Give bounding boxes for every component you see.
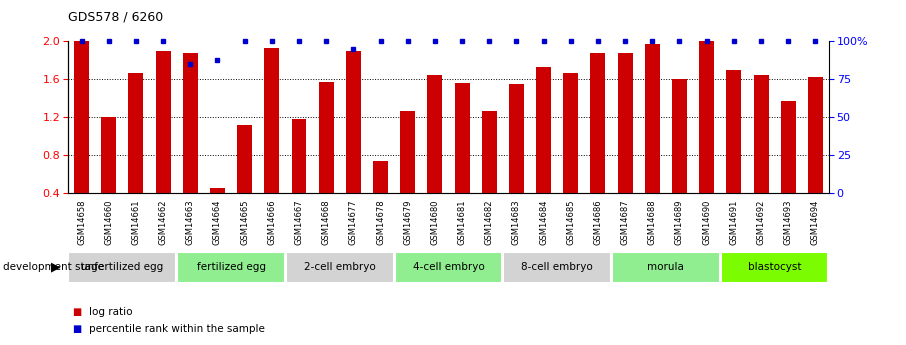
Bar xyxy=(645,44,660,231)
Text: log ratio: log ratio xyxy=(89,307,132,317)
Text: unfertilized egg: unfertilized egg xyxy=(82,263,163,272)
Bar xyxy=(292,119,306,231)
FancyBboxPatch shape xyxy=(395,252,502,283)
Bar xyxy=(101,117,116,231)
Bar xyxy=(400,111,415,231)
Bar xyxy=(482,111,496,231)
Bar xyxy=(808,77,823,231)
Text: fertilized egg: fertilized egg xyxy=(197,263,265,272)
Bar xyxy=(591,53,605,231)
Bar xyxy=(373,161,388,231)
Text: ■: ■ xyxy=(72,325,82,334)
Text: development stage: development stage xyxy=(3,263,103,272)
Bar xyxy=(618,53,632,231)
Text: 4-cell embryo: 4-cell embryo xyxy=(412,263,485,272)
FancyBboxPatch shape xyxy=(69,252,176,283)
Bar xyxy=(183,53,198,231)
FancyBboxPatch shape xyxy=(178,252,284,283)
Text: percentile rank within the sample: percentile rank within the sample xyxy=(89,325,265,334)
Bar xyxy=(129,73,143,231)
Bar xyxy=(210,188,225,231)
FancyBboxPatch shape xyxy=(504,252,611,283)
Bar xyxy=(156,51,170,231)
Text: morula: morula xyxy=(648,263,684,272)
Bar xyxy=(428,75,442,231)
FancyBboxPatch shape xyxy=(721,252,828,283)
Text: GDS578 / 6260: GDS578 / 6260 xyxy=(68,10,163,23)
Bar xyxy=(509,84,524,231)
Bar xyxy=(237,125,252,231)
Text: 2-cell embryo: 2-cell embryo xyxy=(304,263,376,272)
Bar xyxy=(319,82,333,231)
Bar xyxy=(781,101,795,231)
Bar xyxy=(727,70,741,231)
Text: 8-cell embryo: 8-cell embryo xyxy=(521,263,593,272)
Bar xyxy=(672,79,687,231)
Text: ■: ■ xyxy=(72,307,82,317)
Bar xyxy=(265,48,279,231)
Bar xyxy=(754,75,768,231)
FancyBboxPatch shape xyxy=(286,252,393,283)
Text: blastocyst: blastocyst xyxy=(747,263,802,272)
Text: ▶: ▶ xyxy=(51,261,61,274)
Bar xyxy=(536,67,551,231)
Bar xyxy=(699,41,714,231)
Bar xyxy=(346,51,361,231)
Bar xyxy=(455,83,469,231)
Bar xyxy=(74,41,89,231)
FancyBboxPatch shape xyxy=(612,252,719,283)
Bar xyxy=(564,73,578,231)
